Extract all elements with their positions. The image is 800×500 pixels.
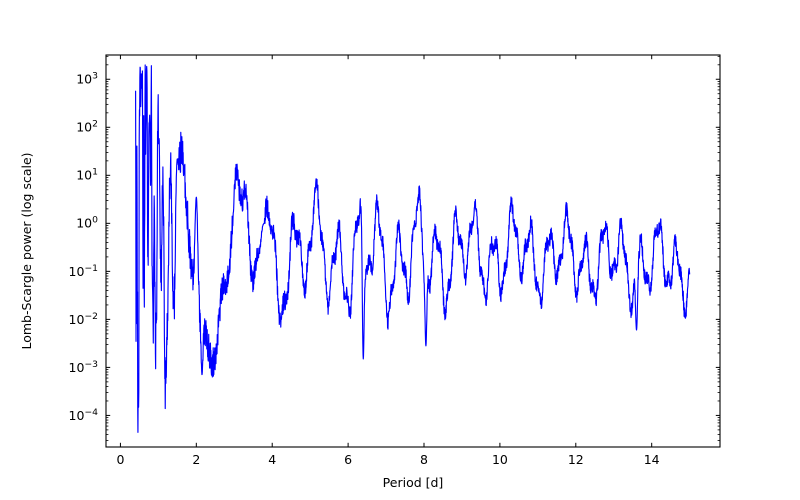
y-axis-label: Lomb-Scargle power (log scale) (19, 152, 34, 349)
y-tick-label-5: 101 (76, 167, 98, 183)
y-tick-label-6: 102 (76, 119, 98, 135)
x-tick-label-3: 6 (344, 452, 352, 467)
y-axis-tick-labels: 10−4 10−3 10−2 10−1 100 101 102 103 (69, 71, 99, 423)
x-tick-label-2: 4 (268, 452, 276, 467)
x-tick-label-5: 10 (492, 452, 508, 467)
y-tick-label-1: 10−3 (69, 359, 99, 375)
y-axis-major-ticks (106, 78, 720, 416)
x-tick-label-0: 0 (116, 452, 124, 467)
x-axis-label: Period [d] (383, 475, 444, 490)
x-axis-tick-labels: 0 2 4 6 8 10 12 14 (116, 452, 659, 467)
x-axis-major-ticks (119, 55, 653, 447)
x-tick-label-4: 8 (420, 452, 428, 467)
x-tick-label-1: 2 (192, 452, 200, 467)
periodogram-line (135, 64, 691, 433)
y-tick-label-0: 10−4 (69, 407, 99, 423)
x-tick-label-6: 12 (568, 452, 584, 467)
y-tick-label-3: 10−1 (69, 263, 98, 279)
axes-area: 10−4 10−3 10−2 10−1 100 101 102 103 0 2 4 6 8 10 12 14 (69, 54, 721, 467)
y-tick-label-2: 10−2 (69, 311, 98, 327)
x-tick-label-7: 14 (644, 452, 660, 467)
axes-frame (105, 54, 721, 448)
y-tick-label-7: 103 (76, 71, 98, 87)
y-tick-label-4: 100 (76, 215, 98, 231)
